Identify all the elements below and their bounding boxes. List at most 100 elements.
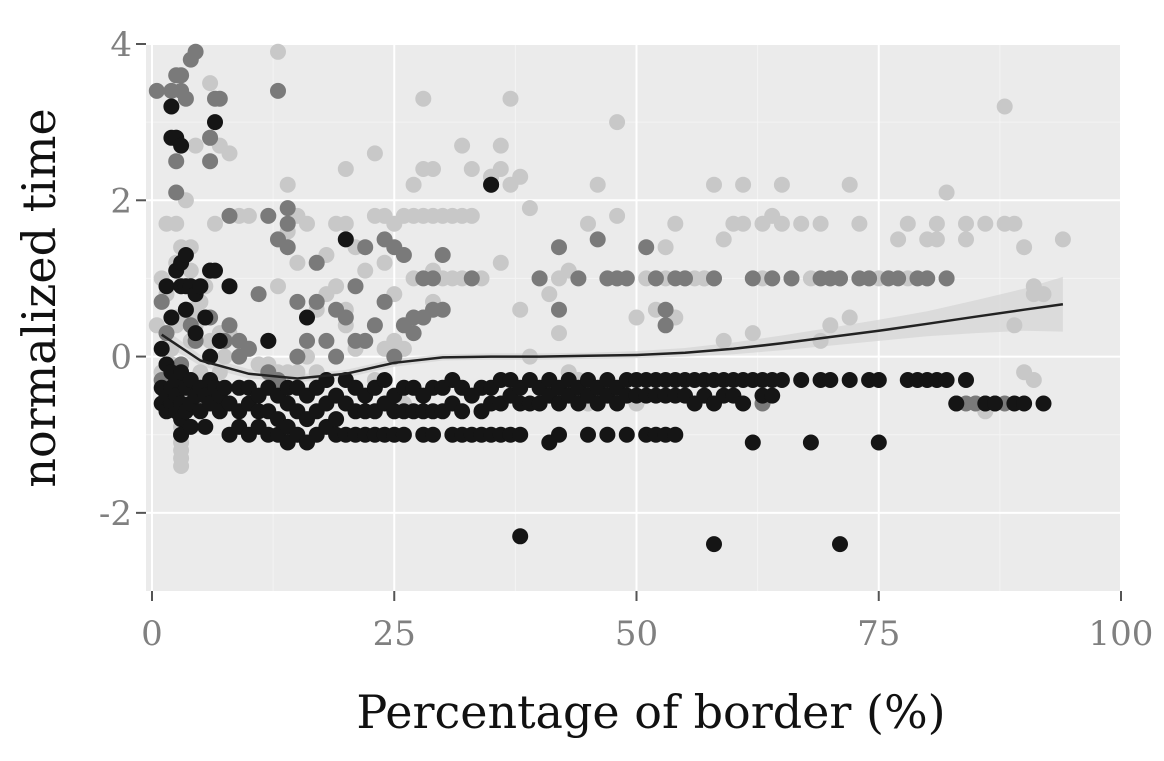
data-point bbox=[1025, 372, 1042, 388]
data-point bbox=[463, 161, 480, 177]
data-points bbox=[148, 43, 1071, 553]
data-point bbox=[958, 215, 974, 232]
data-point bbox=[861, 270, 878, 287]
y-axis-title: normalized time bbox=[12, 108, 66, 487]
trend-line bbox=[161, 302, 1064, 380]
data-point bbox=[492, 137, 509, 154]
data-point bbox=[337, 231, 354, 248]
data-point bbox=[773, 372, 790, 388]
data-point bbox=[841, 176, 858, 193]
x-tick-label: 0 bbox=[141, 614, 163, 654]
data-point bbox=[851, 215, 868, 232]
data-point bbox=[570, 270, 587, 287]
data-point bbox=[308, 254, 325, 271]
data-point bbox=[1054, 231, 1071, 248]
data-point bbox=[270, 278, 286, 295]
data-point bbox=[890, 270, 907, 287]
data-point bbox=[938, 184, 955, 201]
data-point bbox=[434, 301, 451, 318]
data-point bbox=[958, 372, 974, 388]
y-tick-label: 2 bbox=[110, 181, 132, 221]
data-point bbox=[744, 434, 761, 451]
data-point bbox=[667, 215, 684, 232]
data-point bbox=[425, 161, 441, 177]
data-point bbox=[177, 301, 194, 318]
data-point bbox=[706, 536, 722, 553]
data-point bbox=[221, 145, 238, 162]
data-point bbox=[221, 317, 238, 334]
data-point bbox=[202, 129, 219, 146]
data-point bbox=[158, 278, 175, 295]
data-point bbox=[706, 270, 722, 287]
data-point bbox=[207, 114, 223, 131]
data-point bbox=[1006, 215, 1023, 232]
data-point bbox=[870, 372, 887, 388]
data-point bbox=[386, 348, 403, 365]
data-point bbox=[764, 270, 781, 287]
data-point bbox=[802, 434, 819, 451]
data-point bbox=[202, 75, 219, 92]
data-point bbox=[395, 247, 412, 263]
data-point bbox=[580, 426, 596, 443]
data-point bbox=[270, 82, 286, 99]
data-point bbox=[483, 176, 500, 193]
data-point bbox=[260, 207, 277, 224]
data-point bbox=[187, 43, 204, 60]
data-point bbox=[793, 372, 810, 388]
data-point bbox=[1006, 317, 1023, 334]
data-point bbox=[667, 426, 684, 443]
data-point bbox=[618, 270, 635, 287]
data-point bbox=[163, 98, 180, 115]
data-point bbox=[841, 309, 858, 326]
data-point bbox=[551, 301, 567, 318]
data-point bbox=[197, 418, 214, 435]
data-point bbox=[202, 348, 219, 365]
data-point bbox=[207, 215, 223, 232]
data-point bbox=[240, 340, 257, 357]
data-point bbox=[211, 332, 228, 349]
data-point bbox=[512, 528, 529, 545]
data-point bbox=[735, 176, 752, 193]
data-point bbox=[173, 67, 190, 84]
data-point bbox=[638, 239, 655, 256]
data-point bbox=[977, 215, 994, 232]
x-tick-label: 50 bbox=[615, 614, 658, 654]
data-point bbox=[948, 395, 965, 412]
data-point bbox=[628, 309, 645, 326]
data-point bbox=[299, 309, 315, 326]
data-point bbox=[715, 231, 732, 248]
data-point bbox=[492, 254, 509, 271]
data-point bbox=[928, 215, 945, 232]
data-point bbox=[148, 82, 165, 99]
data-point bbox=[279, 176, 296, 193]
data-point bbox=[434, 247, 451, 263]
data-point bbox=[512, 301, 529, 318]
data-point bbox=[773, 215, 790, 232]
data-point bbox=[512, 426, 529, 443]
data-point bbox=[328, 278, 345, 295]
data-point bbox=[996, 98, 1013, 115]
data-point bbox=[463, 270, 480, 287]
data-point bbox=[173, 458, 190, 474]
data-point bbox=[812, 332, 829, 349]
data-point bbox=[337, 215, 354, 232]
data-point bbox=[177, 90, 194, 107]
data-point bbox=[783, 270, 800, 287]
data-point bbox=[158, 325, 175, 342]
data-point bbox=[1016, 239, 1033, 256]
data-point bbox=[207, 262, 223, 279]
data-point bbox=[357, 332, 374, 349]
data-point bbox=[744, 325, 761, 342]
data-point bbox=[928, 231, 945, 248]
data-point bbox=[1035, 286, 1052, 303]
data-point bbox=[211, 90, 228, 107]
data-point bbox=[187, 137, 204, 154]
data-point bbox=[589, 176, 606, 193]
data-point bbox=[405, 176, 422, 193]
data-point bbox=[454, 403, 471, 420]
data-point bbox=[337, 309, 354, 326]
y-tick-label: 0 bbox=[110, 338, 132, 378]
data-point bbox=[521, 200, 538, 217]
data-point bbox=[822, 317, 839, 334]
